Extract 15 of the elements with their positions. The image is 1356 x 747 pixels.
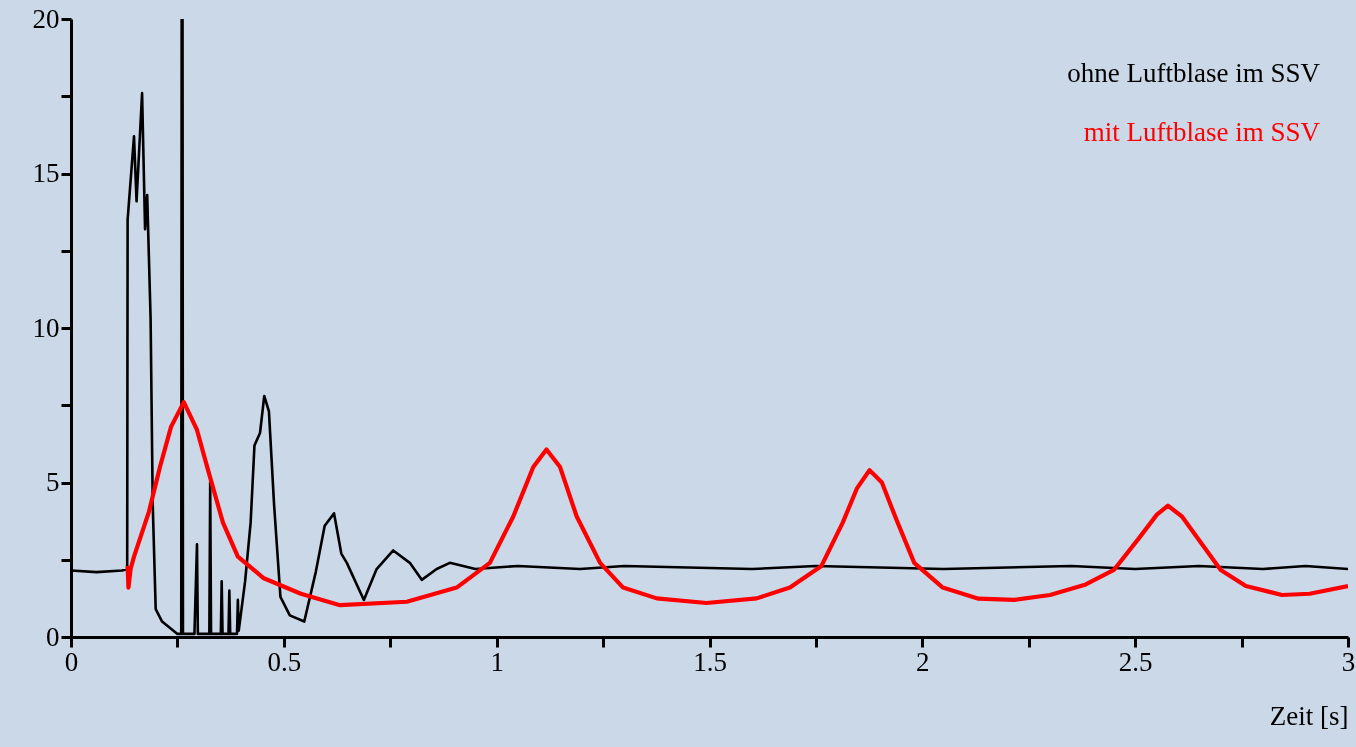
y-tick-label: 0 [46, 621, 60, 652]
text: mit Luftblase im SSV [1083, 117, 1321, 147]
y-tick-label: 15 [32, 158, 60, 188]
text: ohne Luftblase im SSV [1067, 58, 1321, 88]
y-tick-label: 20 [32, 3, 60, 34]
y-tick-label: 10 [32, 312, 60, 343]
x-tick-label: 1.5 [693, 646, 727, 677]
y-tick-label: 5 [46, 467, 60, 497]
x-tick-label: 2 [916, 646, 930, 677]
x-tick-label: 1 [490, 646, 504, 677]
x-tick-label: 0.5 [267, 646, 302, 677]
line-series [125, 400, 1348, 608]
x-axis-title: Zeit [s] [1269, 700, 1349, 731]
x-tick-label: 3 [1341, 646, 1356, 677]
x-tick-label: 2.5 [1118, 646, 1153, 677]
